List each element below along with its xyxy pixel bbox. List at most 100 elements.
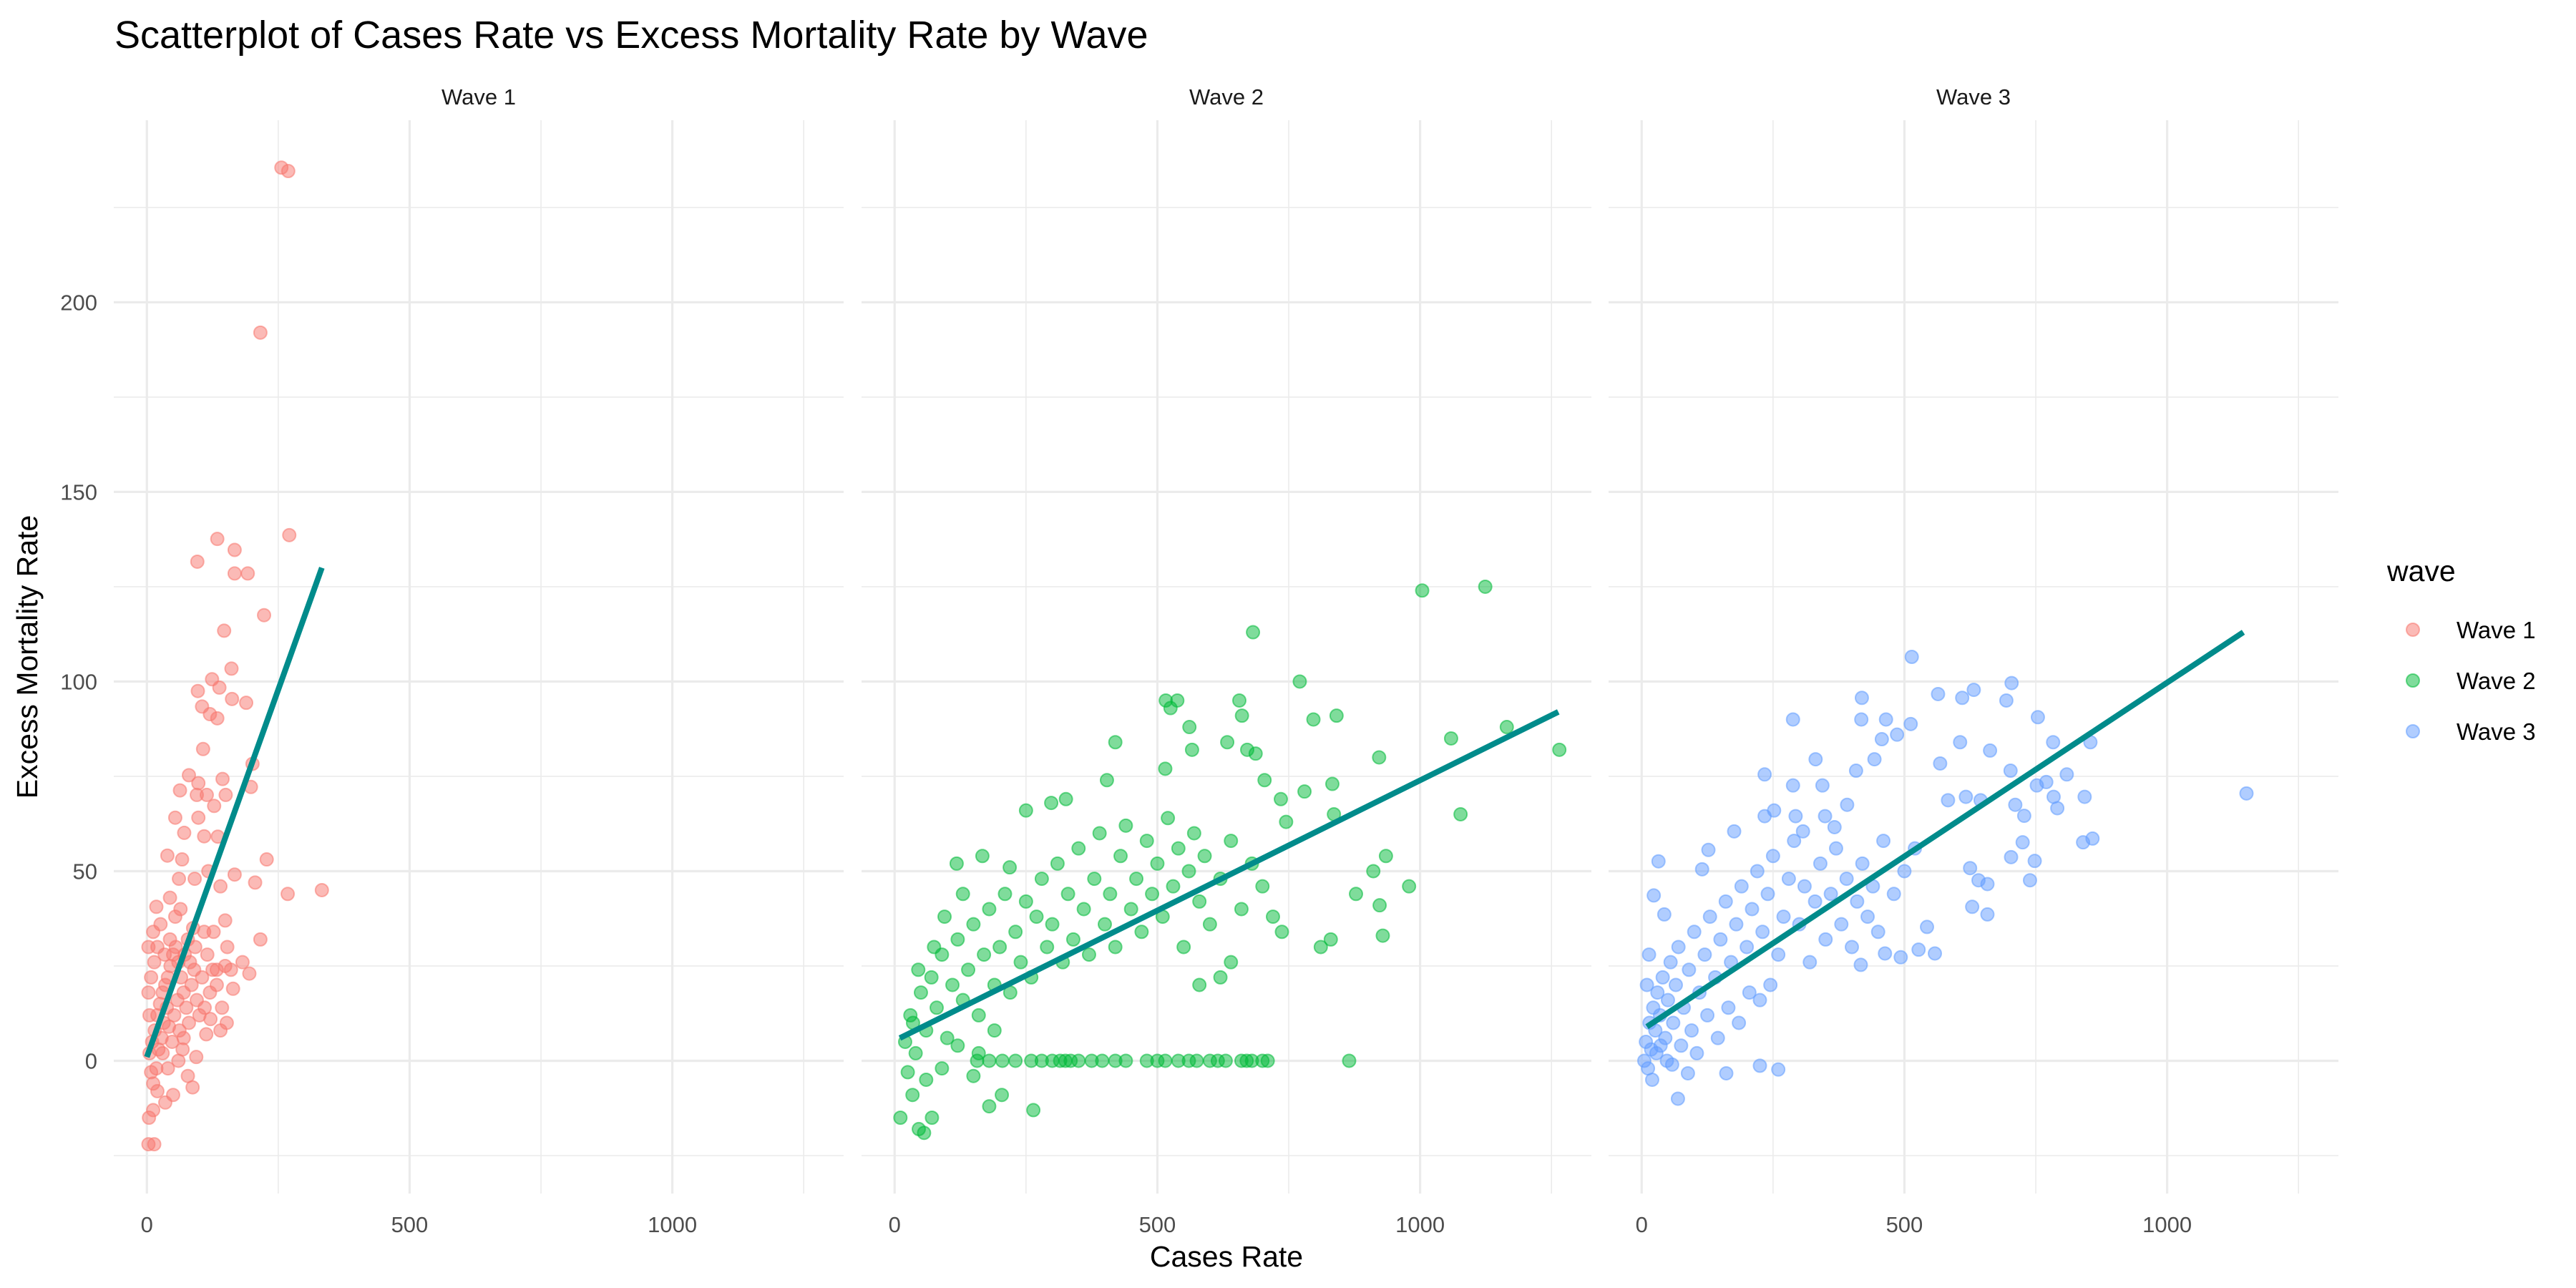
facet-strip-label: Wave 2	[1189, 84, 1264, 109]
data-point	[1050, 856, 1065, 871]
data-point	[195, 970, 210, 985]
data-point	[1965, 899, 1980, 914]
data-point	[1375, 928, 1390, 943]
legend-marker	[2406, 724, 2420, 738]
data-point	[235, 955, 250, 970]
trend-line	[144, 567, 325, 1058]
data-point	[259, 852, 274, 867]
data-point	[1963, 861, 1978, 876]
data-point	[1966, 683, 1981, 698]
panel-2: 0 500 1000 Wave 2	[862, 84, 1591, 1237]
data-point	[1076, 902, 1091, 917]
data-point	[1752, 992, 1767, 1008]
data-point	[1313, 940, 1328, 955]
data-point	[253, 932, 268, 947]
data-point	[189, 1050, 204, 1065]
data-point	[1767, 803, 1782, 818]
data-point	[1721, 1000, 1736, 1015]
data-point	[1854, 712, 1869, 727]
data-point	[1060, 887, 1075, 902]
data-point	[2008, 797, 2023, 812]
data-point	[176, 1030, 191, 1045]
legend-item: Wave 1	[2406, 617, 2536, 643]
data-point	[1845, 940, 1859, 955]
data-point	[1113, 849, 1128, 864]
y-tick-label: 50	[73, 859, 97, 884]
data-point	[1378, 849, 1393, 864]
data-point	[199, 1027, 214, 1042]
data-point	[248, 875, 263, 890]
data-point	[1192, 977, 1207, 992]
data-point	[190, 683, 205, 698]
x-tick-label: 500	[1886, 1212, 1923, 1237]
data-point	[2239, 786, 2254, 801]
data-point	[1192, 894, 1207, 909]
data-point	[1671, 940, 1686, 955]
panel-3: 0 500 1000 Wave 3	[1609, 84, 2338, 1237]
data-point	[213, 879, 228, 894]
data-point	[1668, 977, 1683, 992]
data-point	[197, 829, 212, 844]
data-point	[1650, 985, 1665, 1000]
data-point	[1415, 583, 1430, 598]
data-point	[172, 872, 187, 887]
x-tick-label: 1000	[2142, 1212, 2192, 1237]
data-point	[1697, 947, 1712, 962]
data-point	[147, 955, 162, 970]
data-point	[1734, 879, 1749, 894]
data-point	[1478, 579, 1493, 594]
data-point	[1886, 887, 1901, 902]
data-point	[1372, 750, 1387, 765]
y-tick-label: 100	[60, 669, 97, 694]
data-point	[1874, 732, 1889, 747]
data-point	[147, 1137, 162, 1152]
data-point	[2050, 801, 2065, 816]
data-point	[225, 981, 240, 996]
data-point	[160, 848, 175, 863]
y-tick-labels: 0 50 100 150 200	[60, 290, 97, 1073]
data-point	[210, 532, 225, 547]
data-point	[1719, 1065, 1734, 1080]
data-point	[1893, 950, 1908, 965]
data-point	[961, 962, 976, 977]
data-point	[1664, 1057, 1679, 1072]
data-point	[1795, 824, 1810, 839]
data-point	[1224, 955, 1239, 970]
legend-label: Wave 3	[2457, 718, 2536, 745]
data-point	[160, 1061, 175, 1076]
data-point	[1682, 962, 1697, 977]
data-point	[1928, 946, 1943, 961]
data-point	[1189, 1053, 1204, 1068]
data-point	[992, 940, 1008, 955]
data-point	[1349, 887, 1364, 902]
data-point	[1499, 720, 1514, 735]
points-1	[141, 160, 329, 1152]
data-point	[1771, 947, 1786, 962]
data-point	[2027, 854, 2042, 869]
data-point	[1870, 924, 1885, 940]
data-point	[966, 1068, 981, 1083]
data-point	[1002, 860, 1018, 875]
data-point	[153, 917, 168, 932]
data-point	[225, 691, 240, 706]
data-point	[1260, 1053, 1275, 1068]
data-point	[1018, 803, 1033, 818]
data-point	[1453, 806, 1468, 821]
data-point	[220, 940, 235, 955]
legend-label: Wave 2	[2457, 668, 2536, 694]
data-point	[1176, 940, 1191, 955]
data-point	[157, 947, 172, 962]
x-tick-label: 1000	[648, 1212, 697, 1237]
data-point	[1666, 1015, 1681, 1030]
data-point	[1182, 720, 1197, 735]
data-point	[1166, 879, 1181, 894]
data-point	[280, 164, 296, 179]
data-point	[1742, 985, 1757, 1000]
data-point	[1660, 992, 1675, 1008]
data-point	[1234, 708, 1249, 723]
data-point	[1729, 917, 1744, 932]
data-point	[1108, 735, 1123, 750]
data-point	[1840, 797, 1855, 812]
data-point	[1651, 854, 1666, 869]
data-point	[1684, 1023, 1699, 1038]
